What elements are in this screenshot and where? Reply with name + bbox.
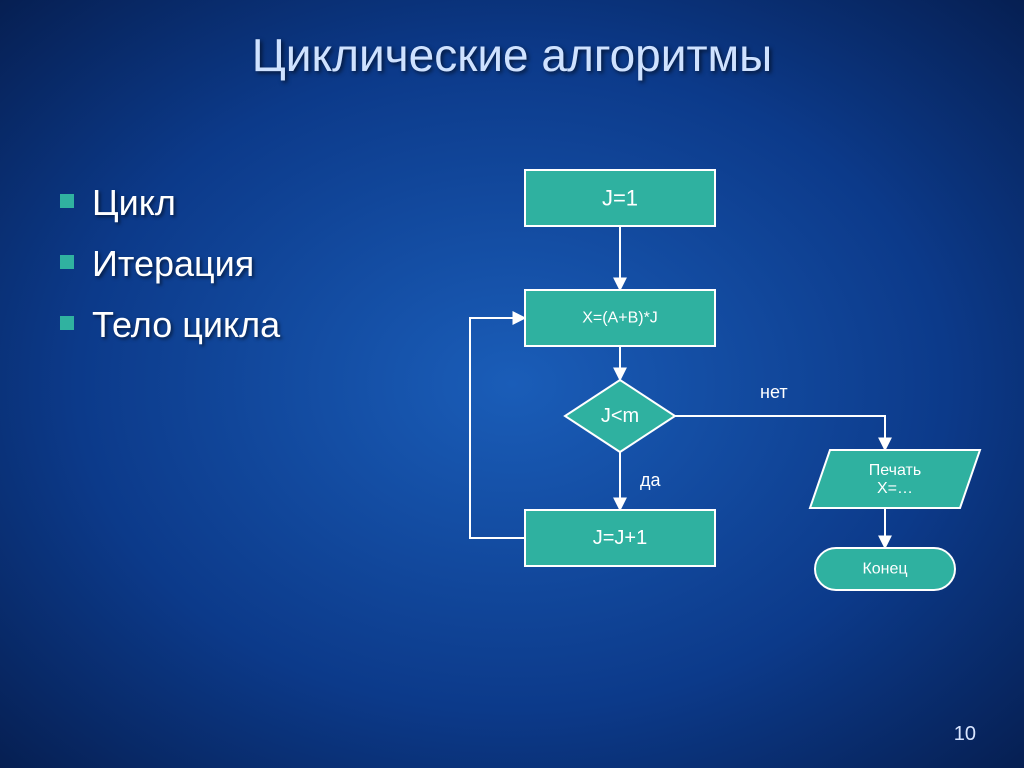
slide: Циклические алгоритмы Цикл Итерация Тело… bbox=[0, 0, 1024, 768]
square-bullet-icon bbox=[60, 316, 74, 330]
bullet-text: Цикл bbox=[92, 180, 176, 225]
flow-edge-4 bbox=[675, 416, 885, 450]
flow-node-label-n4: J=J+1 bbox=[593, 527, 647, 549]
slide-title: Циклические алгоритмы bbox=[0, 28, 1024, 82]
bullet-list: Цикл Итерация Тело цикла bbox=[60, 180, 420, 363]
flow-node-label-n2: X=(A+B)*J bbox=[582, 310, 658, 327]
flow-edge-3 bbox=[470, 318, 525, 538]
square-bullet-icon bbox=[60, 194, 74, 208]
bullet-text: Тело цикла bbox=[92, 302, 280, 347]
flow-node-label-n6: Конец bbox=[862, 561, 907, 578]
bullet-text: Итерация bbox=[92, 241, 254, 286]
flow-edge-label-2: да bbox=[640, 470, 662, 490]
flow-node-label-n3: J<m bbox=[601, 405, 639, 427]
flow-node-label-n1: J=1 bbox=[602, 186, 638, 211]
flowchart-svg: данет J=1X=(A+B)*JJ<mJ=J+1ПечатьX=…Конец bbox=[430, 140, 990, 720]
bullet-item: Итерация bbox=[60, 241, 420, 286]
flow-edge-label-4: нет bbox=[760, 382, 788, 402]
bullet-item: Тело цикла bbox=[60, 302, 420, 347]
square-bullet-icon bbox=[60, 255, 74, 269]
flowchart: данет J=1X=(A+B)*JJ<mJ=J+1ПечатьX=…Конец bbox=[430, 140, 990, 720]
bullet-item: Цикл bbox=[60, 180, 420, 225]
page-number: 10 bbox=[954, 723, 976, 746]
